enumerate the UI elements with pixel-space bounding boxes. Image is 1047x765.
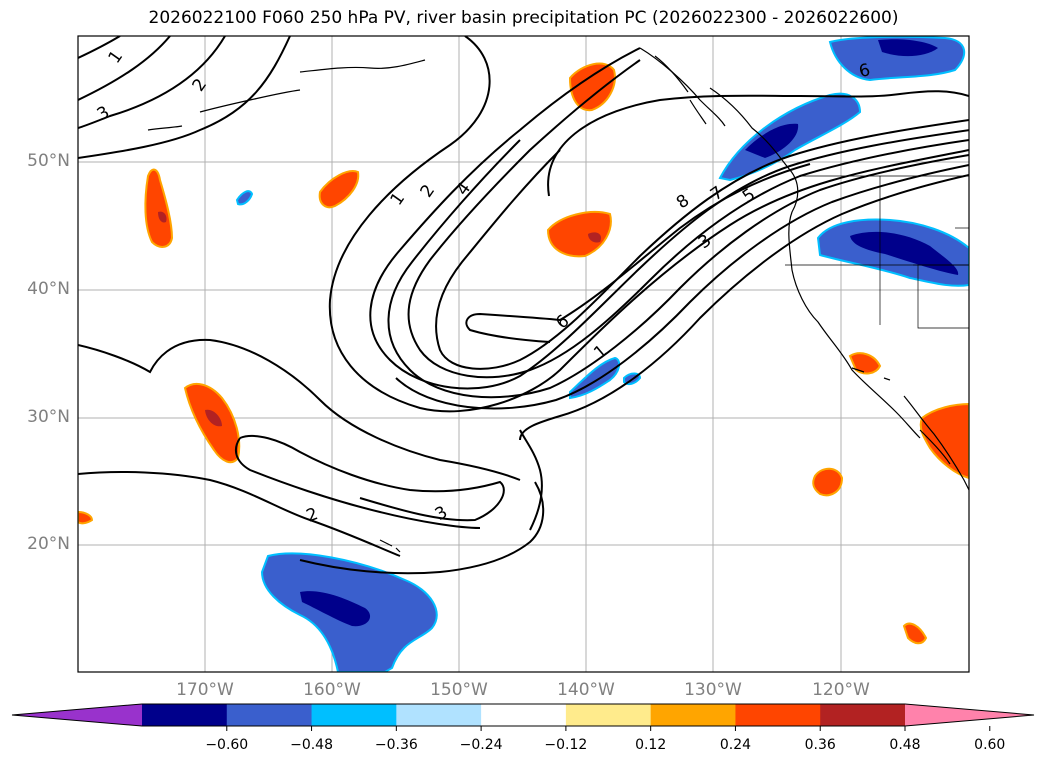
lat-label: 40°N: [27, 279, 70, 299]
contour-label: 6: [857, 60, 873, 82]
map-background: [78, 36, 969, 672]
map-panel: 1 2 3 1 2 4 6 8 7 5 3 6 1 2 3: [77, 35, 970, 673]
colorbar-extend-low: [12, 704, 142, 726]
political-borders: [785, 175, 969, 329]
colorbar-tick-label: 0.12: [635, 737, 667, 753]
colorbar-segment: [396, 704, 482, 726]
colorbar-tick-label: 0.60: [974, 737, 1006, 753]
colorbar-tick-label: −0.60: [205, 737, 249, 753]
colorbar-tick-label: 0.36: [804, 737, 836, 753]
map-frame: [77, 35, 970, 673]
lat-label: 20°N: [27, 534, 70, 554]
colorbar-tick-label: −0.12: [544, 737, 588, 753]
colorbar-segment: [650, 704, 736, 726]
colorbar-segment: [226, 704, 313, 726]
lon-label: 150°W: [430, 680, 488, 700]
lat-label: 30°N: [27, 407, 70, 427]
colorbar-tick-label: −0.48: [290, 737, 333, 753]
colorbar-segments: [11, 703, 1035, 731]
lon-label: 170°W: [176, 680, 234, 700]
colorbar-tick-label: 0.48: [889, 737, 921, 753]
negative-precip-area-south: [260, 552, 438, 672]
colorbar-segment: [820, 704, 906, 726]
colorbar-extend-high: [905, 704, 1034, 726]
colorbar-segment: [735, 704, 821, 726]
colorbar-outline: [11, 703, 1035, 727]
lat-label: 50°N: [27, 151, 70, 171]
coastlines: [147, 47, 969, 553]
map-title: 2026022100 F060 250 hPa PV, river basin …: [148, 8, 899, 28]
lon-label: 120°W: [812, 680, 870, 700]
colorbar-segment: [565, 704, 652, 726]
colorbar-segment: [311, 704, 397, 726]
colorbar-segment: [142, 704, 228, 726]
pv-contours: [78, 36, 969, 575]
lon-label: 160°W: [303, 680, 361, 700]
precip-shading: [78, 36, 969, 672]
colorbar-tick-label: −0.36: [374, 737, 418, 753]
lon-label: 140°W: [557, 680, 615, 700]
colorbar-tick-label: −0.24: [459, 737, 503, 753]
colorbar-segment: [481, 704, 567, 726]
colorbar-tick-label: 0.24: [719, 737, 752, 753]
lon-label: 130°W: [684, 680, 742, 700]
